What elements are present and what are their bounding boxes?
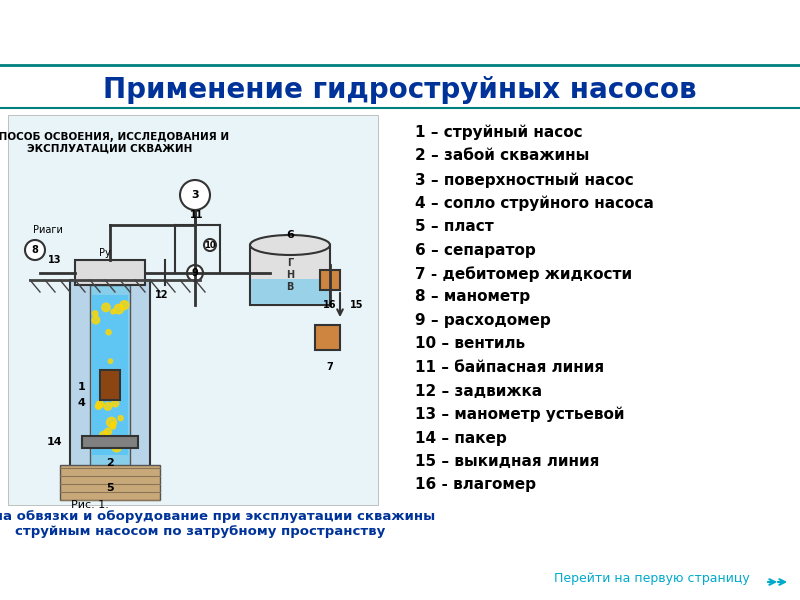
Circle shape <box>112 442 122 452</box>
Text: 3 – поверхностный насос: 3 – поверхностный насос <box>415 172 634 187</box>
Circle shape <box>104 403 112 410</box>
Text: 7 - дебитомер жидкости: 7 - дебитомер жидкости <box>415 266 632 282</box>
Text: 13 – манометр устьевой: 13 – манометр устьевой <box>415 407 625 422</box>
Text: 1: 1 <box>78 382 85 392</box>
Text: 5 – пласт: 5 – пласт <box>415 219 494 234</box>
Circle shape <box>120 301 129 310</box>
Circle shape <box>96 401 103 408</box>
Circle shape <box>92 311 98 316</box>
Circle shape <box>95 403 102 409</box>
Text: 6 – сепаратор: 6 – сепаратор <box>415 242 536 257</box>
Bar <box>75 260 145 285</box>
Text: 2: 2 <box>106 458 114 468</box>
Circle shape <box>100 431 108 439</box>
Circle shape <box>106 418 117 427</box>
Text: 12: 12 <box>155 290 169 300</box>
Bar <box>82 436 138 448</box>
Ellipse shape <box>250 235 330 255</box>
Circle shape <box>180 180 210 210</box>
Text: 16 - влагомер: 16 - влагомер <box>415 478 536 493</box>
Bar <box>90 285 130 470</box>
Circle shape <box>111 310 115 314</box>
Text: 8 – манометр: 8 – манометр <box>415 289 530 304</box>
Text: 4: 4 <box>77 398 85 408</box>
FancyBboxPatch shape <box>8 115 378 505</box>
Text: 15 – выкидная линия: 15 – выкидная линия <box>415 454 599 469</box>
Circle shape <box>118 416 123 421</box>
Circle shape <box>102 303 110 311</box>
Text: 13: 13 <box>48 255 62 265</box>
Circle shape <box>92 316 100 324</box>
Text: 10 – вентиль: 10 – вентиль <box>415 337 525 352</box>
Text: 1 – струйный насос: 1 – струйный насос <box>415 125 582 140</box>
Text: Г
Н
В: Г Н В <box>286 259 294 292</box>
Text: 5: 5 <box>106 483 114 493</box>
Text: 4 – сопло струйного насоса: 4 – сопло струйного насоса <box>415 196 654 211</box>
Circle shape <box>106 329 111 335</box>
Bar <box>251 279 329 304</box>
Text: Эксплуатация нефтяных и газовых скважин: Эксплуатация нефтяных и газовых скважин <box>150 14 650 34</box>
Bar <box>315 325 340 350</box>
Text: 14 – пакер: 14 – пакер <box>415 431 506 445</box>
Circle shape <box>204 239 216 251</box>
Text: 11 – байпасная линия: 11 – байпасная линия <box>415 360 604 375</box>
Text: 14: 14 <box>46 437 62 447</box>
Bar <box>60 465 160 500</box>
Circle shape <box>110 424 116 429</box>
Text: Перейти на первую страницу: Перейти на первую страницу <box>554 572 750 585</box>
Bar <box>70 280 150 470</box>
Text: 15: 15 <box>350 300 363 310</box>
Circle shape <box>108 359 113 363</box>
Text: Применение гидроструйных насосов: Применение гидроструйных насосов <box>103 76 697 104</box>
Text: 7: 7 <box>326 362 334 372</box>
Text: 2 – забой скважины: 2 – забой скважины <box>415 148 590 163</box>
Circle shape <box>114 304 123 314</box>
Circle shape <box>112 400 118 407</box>
Text: 8: 8 <box>31 245 38 255</box>
Circle shape <box>98 440 103 446</box>
Text: 3: 3 <box>191 190 199 200</box>
Text: 12 – задвижка: 12 – задвижка <box>415 383 542 398</box>
Circle shape <box>25 240 45 260</box>
Text: 11: 11 <box>190 210 204 220</box>
Bar <box>320 270 340 290</box>
Text: Рис. 1.: Рис. 1. <box>71 500 109 510</box>
Text: Ру: Ру <box>99 248 111 258</box>
Circle shape <box>111 422 116 427</box>
Text: 10: 10 <box>204 241 216 250</box>
Text: Схема обвязки и оборудование при эксплуатации скважины
струйным насосом по затру: Схема обвязки и оборудование при эксплуа… <box>0 510 435 538</box>
Text: 6: 6 <box>286 230 294 240</box>
Text: 16: 16 <box>323 300 337 310</box>
Text: 9: 9 <box>192 268 198 278</box>
Text: 9 – расходомер: 9 – расходомер <box>415 313 550 328</box>
Circle shape <box>187 265 203 281</box>
Bar <box>250 245 330 305</box>
Bar <box>100 370 120 400</box>
Text: СПОСОБ ОСВОЕНИЯ, ИССЛЕДОВАНИЯ И
ЭКСПЛУАТАЦИИ СКВАЖИН: СПОСОБ ОСВОЕНИЯ, ИССЛЕДОВАНИЯ И ЭКСПЛУАТ… <box>0 132 229 154</box>
Circle shape <box>105 428 111 435</box>
Bar <box>92 295 128 455</box>
Text: Риаги: Риаги <box>33 225 63 235</box>
